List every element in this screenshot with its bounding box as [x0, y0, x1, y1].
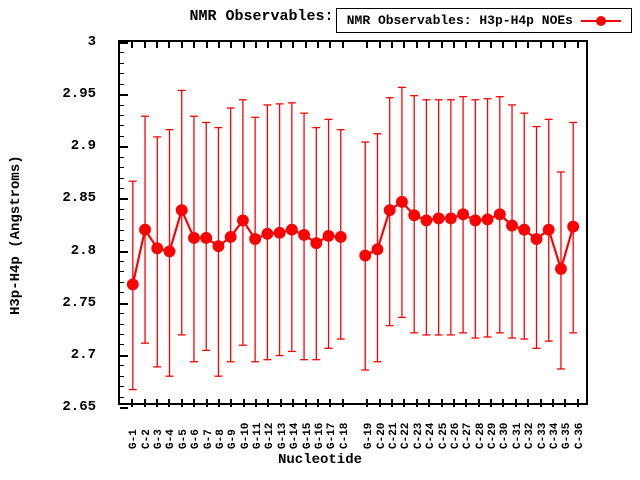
- x-tick-label-G-13[interactable]: G-13: [277, 423, 289, 449]
- data-point-marker[interactable]: [506, 220, 518, 232]
- x-tick-label-C-24[interactable]: C-24: [425, 423, 437, 449]
- x-tick-label-C-30[interactable]: C-30: [499, 423, 511, 449]
- y-tick-label: 2.9: [56, 138, 96, 154]
- x-tick-label-G-35[interactable]: G-35: [561, 423, 573, 449]
- x-tick-label-G-11[interactable]: G-11: [252, 423, 264, 449]
- data-point-marker[interactable]: [213, 240, 225, 252]
- x-tick-label-C-29[interactable]: C-29: [487, 423, 499, 449]
- data-point-marker[interactable]: [469, 215, 481, 227]
- x-tick-label-G-5[interactable]: G-5: [178, 429, 190, 449]
- x-tick-label-C-28[interactable]: C-28: [475, 423, 487, 449]
- data-point-marker[interactable]: [543, 224, 555, 236]
- x-tick-label-C-31[interactable]: C-31: [512, 423, 524, 449]
- y-tick-label: 2.75: [56, 295, 96, 311]
- data-point-marker[interactable]: [188, 232, 200, 244]
- x-tick-label-G-1[interactable]: G-1: [128, 429, 140, 449]
- data-point-marker[interactable]: [420, 215, 432, 227]
- x-tick-label-G-17[interactable]: G-17: [326, 423, 338, 449]
- x-tick-label-G-3[interactable]: G-3: [153, 429, 165, 449]
- data-point-marker[interactable]: [396, 196, 408, 208]
- x-tick-label-C-32[interactable]: C-32: [524, 423, 536, 449]
- x-tick-label-C-26[interactable]: C-26: [450, 423, 462, 449]
- chart-container: NMR Observables: H3p-H4p NOEs H3p-H4p (A…: [0, 0, 640, 480]
- x-tick-label-G-6[interactable]: G-6: [190, 429, 202, 449]
- plot-area[interactable]: 2.65 2.7 2.75 2.8 2.85 2.9 2.95 3 G-1 C-2 G-3 G-4 G…: [118, 40, 588, 405]
- x-tick-label-C-20[interactable]: C-20: [376, 423, 388, 449]
- data-point-marker[interactable]: [249, 233, 261, 245]
- x-tick-label-C-2[interactable]: C-2: [141, 429, 153, 449]
- data-point-marker[interactable]: [323, 230, 335, 242]
- x-tick-label-G-9[interactable]: G-9: [227, 429, 239, 449]
- data-point-marker[interactable]: [408, 209, 420, 221]
- data-point-marker[interactable]: [225, 231, 237, 243]
- x-tick-label-C-22[interactable]: C-22: [400, 423, 412, 449]
- data-point-marker[interactable]: [274, 227, 286, 239]
- data-point-marker[interactable]: [494, 208, 506, 220]
- y-tick-label: 2.85: [56, 190, 96, 206]
- x-tick-label-C-33[interactable]: C-33: [537, 423, 549, 449]
- legend-label-text: NMR Observables: H3p-H4p NOEs: [347, 13, 573, 28]
- y-tick-label: 2.8: [56, 243, 96, 259]
- data-point-marker[interactable]: [567, 221, 579, 233]
- data-point-marker[interactable]: [482, 213, 494, 225]
- data-point-marker[interactable]: [433, 212, 445, 224]
- x-tick-label-C-18[interactable]: C-18: [339, 423, 351, 449]
- data-point-marker[interactable]: [335, 231, 347, 243]
- chart-legend: NMR Observables: H3p-H4p NOEs: [336, 8, 632, 33]
- x-tick-label-G-16[interactable]: G-16: [314, 423, 326, 449]
- data-point-marker[interactable]: [359, 250, 371, 262]
- x-tick-label-G-19[interactable]: G-19: [363, 423, 375, 449]
- data-point-marker[interactable]: [310, 237, 322, 249]
- y-tick-label: 2.95: [56, 86, 96, 102]
- x-tick-label-G-12[interactable]: G-12: [264, 423, 276, 449]
- x-tick-label-G-4[interactable]: G-4: [165, 429, 177, 449]
- data-point-marker[interactable]: [445, 212, 457, 224]
- y-tick-label: 2.7: [56, 347, 96, 363]
- x-tick-label-G-10[interactable]: G-10: [240, 423, 252, 449]
- data-point-marker[interactable]: [298, 229, 310, 241]
- y-tick-label: 3: [56, 34, 96, 50]
- data-point-marker[interactable]: [372, 243, 384, 255]
- x-tick-label-G-14[interactable]: G-14: [289, 423, 301, 449]
- x-tick-label-C-27[interactable]: C-27: [462, 423, 474, 449]
- data-point-marker[interactable]: [200, 232, 212, 244]
- y-gridline-tick: [120, 407, 128, 409]
- data-point-marker[interactable]: [286, 224, 298, 236]
- data-point-marker[interactable]: [176, 204, 188, 216]
- x-tick-label-G-7[interactable]: G-7: [203, 429, 215, 449]
- data-point-marker[interactable]: [151, 242, 163, 254]
- x-tick-label-C-25[interactable]: C-25: [438, 423, 450, 449]
- data-point-marker[interactable]: [261, 228, 273, 240]
- x-axis-label: Nucleotide: [0, 452, 640, 468]
- data-point-marker[interactable]: [164, 245, 176, 257]
- legend-line-swatch: [581, 20, 621, 22]
- x-tick-label-G-8[interactable]: G-8: [215, 429, 227, 449]
- data-point-marker[interactable]: [127, 278, 139, 290]
- x-tick-label-C-34[interactable]: C-34: [549, 423, 561, 449]
- x-tick-label-G-15[interactable]: G-15: [302, 423, 314, 449]
- data-point-marker[interactable]: [457, 208, 469, 220]
- data-point-marker[interactable]: [531, 233, 543, 245]
- data-series-svg[interactable]: [120, 42, 586, 403]
- y-axis-label: H3p-H4p (Angstroms): [8, 110, 28, 360]
- legend-dot-swatch: [596, 16, 606, 26]
- x-tick-label-C-23[interactable]: C-23: [413, 423, 425, 449]
- x-tick-label-C-21[interactable]: C-21: [388, 423, 400, 449]
- y-tick-label: 2.65: [56, 399, 96, 415]
- data-point-marker[interactable]: [139, 224, 151, 236]
- data-point-marker[interactable]: [237, 215, 249, 227]
- data-point-marker[interactable]: [518, 224, 530, 236]
- x-tick-label-C-36[interactable]: C-36: [574, 423, 586, 449]
- data-point-marker[interactable]: [384, 204, 396, 216]
- data-point-marker[interactable]: [555, 263, 567, 275]
